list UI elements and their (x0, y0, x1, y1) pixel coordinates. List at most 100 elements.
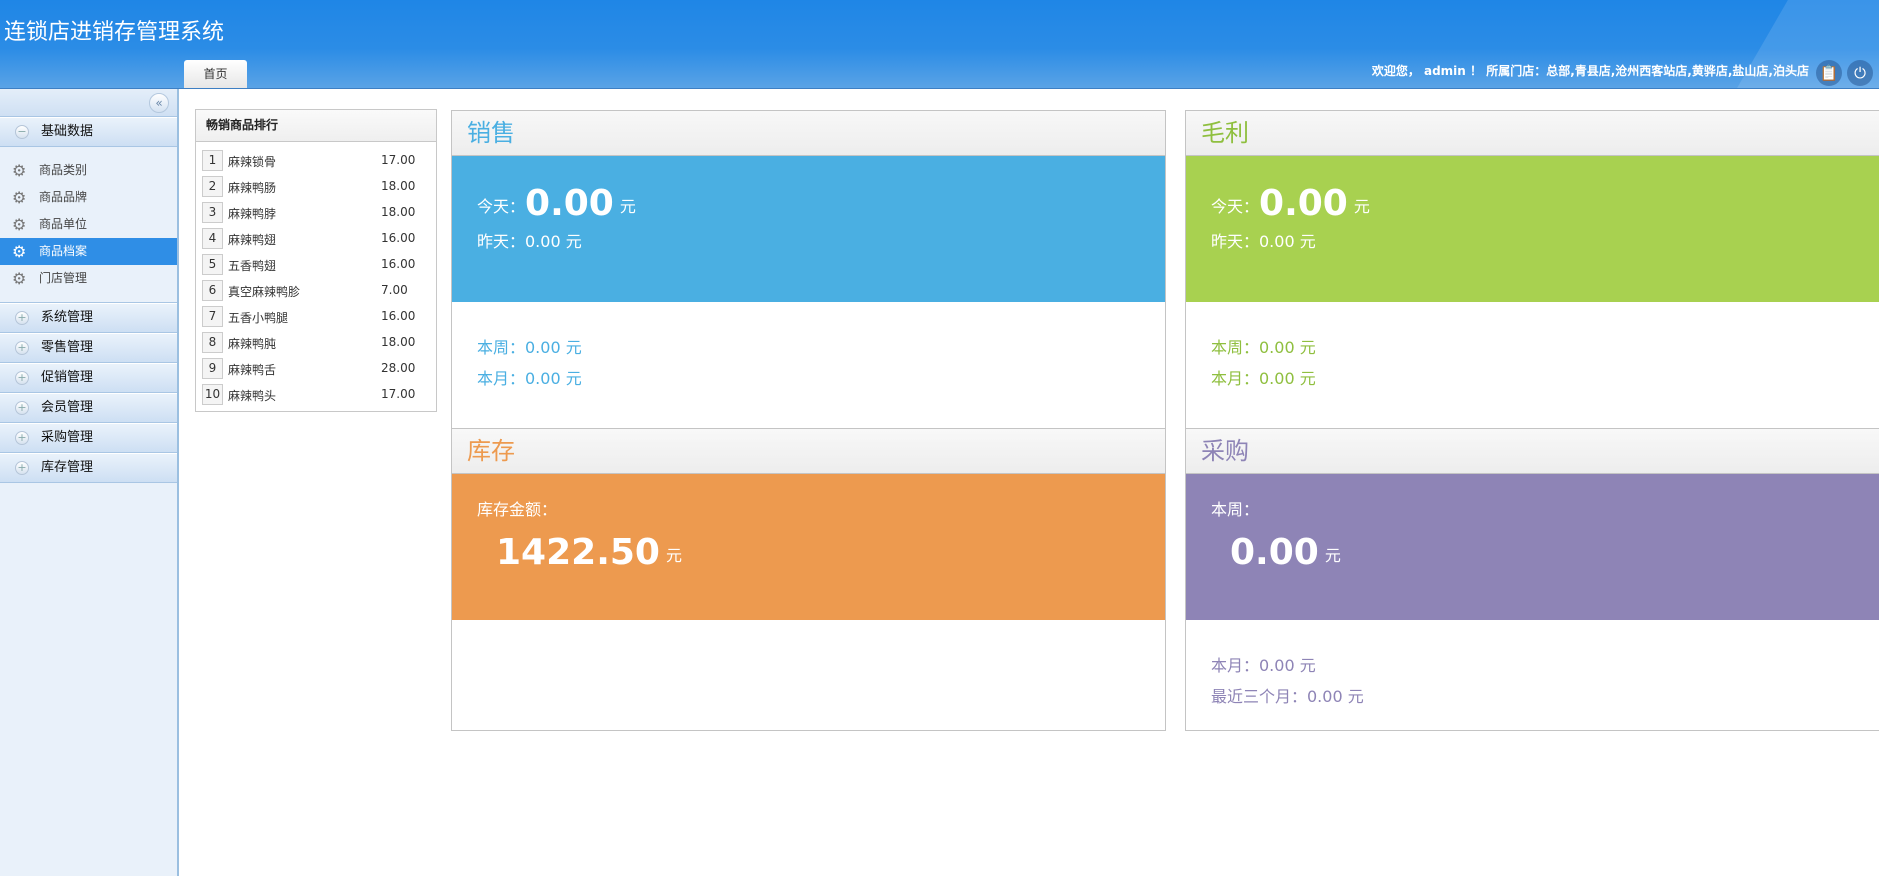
purchase-card: 采购 本周： 0.00 元 本月：0.00 元 最近三个月：0.00 元 (1185, 428, 1879, 731)
sales-yesterday: 昨天：0.00 元 (477, 232, 582, 251)
rank-number: 5 (202, 254, 223, 275)
sidebar-item-store[interactable]: ⚙ 门店管理 (0, 265, 177, 292)
sidebar-group-basic-data[interactable]: − 基础数据 (0, 117, 177, 147)
rank-number: 10 (202, 384, 223, 405)
minus-icon: − (15, 125, 29, 139)
sales-card: 销售 今天：0.00 元 昨天：0.00 元 本周：0.00 元 本月：0.00 … (451, 110, 1166, 463)
item-label: 门店管理 (39, 271, 88, 285)
product-price: 17.00 (381, 387, 416, 401)
product-price: 16.00 (381, 309, 416, 323)
rank-number: 6 (202, 280, 223, 301)
rank-number: 7 (202, 306, 223, 327)
ranking-row: 1 麻辣锁骨 17.00 (196, 148, 436, 174)
plus-icon: + (15, 371, 29, 385)
item-label: 商品档案 (39, 244, 88, 258)
profit-month: 本月：0.00 元 (1211, 369, 1316, 388)
product-name: 五香鸭翅 (228, 259, 277, 273)
gear-icon: ⚙ (12, 215, 27, 234)
gear-icon: ⚙ (12, 242, 27, 261)
product-price: 17.00 (381, 153, 416, 167)
purchase-week-value: 0.00 (1230, 532, 1319, 573)
collapse-sidebar-icon[interactable]: « (149, 93, 169, 113)
stock-card: 库存 库存金额： 1422.50 元 (451, 428, 1166, 731)
profit-today: 今天：0.00 元 (1211, 183, 1370, 224)
ranking-row: 5 五香鸭翅 16.00 (196, 252, 436, 278)
sidebar-group-system[interactable]: + 系统管理 (0, 303, 177, 333)
sidebar-group-purchase[interactable]: + 采购管理 (0, 423, 177, 453)
purchase-three-months: 最近三个月：0.00 元 (1211, 687, 1364, 706)
product-name: 麻辣鸭头 (228, 389, 277, 403)
profit-card: 毛利 今天：0.00 元 昨天：0.00 元 本周：0.00 元 本月：0.00 … (1185, 110, 1879, 463)
sales-today-value: 0.00 (525, 183, 614, 224)
stock-label: 库存金额： (477, 500, 558, 519)
ranking-row: 3 麻辣鸭脖 18.00 (196, 200, 436, 226)
welcome-text: 欢迎您， admin ！ 所属门店：总部,青县店,沧州西客站店,黄骅店,盐山店,… (1371, 64, 1809, 78)
sidebar-group-member[interactable]: + 会员管理 (0, 393, 177, 423)
ranking-row: 6 真空麻辣鸭胗 7.00 (196, 278, 436, 304)
product-price: 16.00 (381, 231, 416, 245)
bestseller-ranking-panel: 畅销商品排行 1 麻辣锁骨 17.00 2 麻辣鸭肠 18.00 3 麻辣鸭脖 18.00 4 麻辣… (195, 109, 437, 412)
sidebar-group-inventory[interactable]: + 库存管理 (0, 453, 177, 483)
plus-icon: + (15, 401, 29, 415)
sidebar-item-brand[interactable]: ⚙ 商品品牌 (0, 184, 177, 211)
rank-number: 9 (202, 358, 223, 379)
plus-icon: + (15, 431, 29, 445)
product-price: 16.00 (381, 257, 416, 271)
sidebar-item-category[interactable]: ⚙ 商品类别 (0, 157, 177, 184)
sales-week: 本周：0.00 元 (477, 338, 582, 357)
product-price: 7.00 (381, 283, 408, 297)
product-name: 五香小鸭腿 (228, 311, 289, 325)
ranking-row: 4 麻辣鸭翅 16.00 (196, 226, 436, 252)
clipboard-icon[interactable]: 📋 (1816, 60, 1842, 86)
item-label: 商品品牌 (39, 190, 88, 204)
ranking-title: 畅销商品排行 (196, 110, 436, 142)
product-name: 麻辣鸭肠 (228, 181, 277, 195)
ranking-row: 2 麻辣鸭肠 18.00 (196, 174, 436, 200)
ranking-row: 8 麻辣鸭肫 18.00 (196, 330, 436, 356)
group-label: 促销管理 (41, 370, 94, 385)
rank-number: 1 (202, 150, 223, 171)
sidebar-item-product-archive[interactable]: ⚙ 商品档案 (0, 238, 177, 265)
sales-summary: 今天：0.00 元 昨天：0.00 元 (452, 156, 1165, 302)
group-label: 零售管理 (41, 340, 94, 355)
app-title: 连锁店进销存管理系统 (4, 20, 225, 45)
profit-summary: 今天：0.00 元 昨天：0.00 元 (1186, 156, 1879, 302)
ranking-row: 7 五香小鸭腿 16.00 (196, 304, 436, 330)
profit-yesterday: 昨天：0.00 元 (1211, 232, 1316, 251)
item-label: 商品类别 (39, 163, 88, 177)
ranking-row: 9 麻辣鸭舌 28.00 (196, 356, 436, 382)
sales-today: 今天：0.00 元 (477, 183, 636, 224)
product-name: 麻辣鸭肫 (228, 337, 277, 351)
product-name: 麻辣锁骨 (228, 155, 277, 169)
product-name: 真空麻辣鸭胗 (228, 285, 301, 299)
power-icon[interactable]: ⏻ (1847, 60, 1873, 86)
sidebar-toolbar: « (0, 89, 177, 117)
plus-icon: + (15, 311, 29, 325)
top-header: 连锁店进销存管理系统 首页 欢迎您， admin ！ 所属门店：总部,青县店,沧… (0, 0, 1879, 89)
group-label: 会员管理 (41, 400, 94, 415)
gear-icon: ⚙ (12, 188, 27, 207)
rank-number: 3 (202, 202, 223, 223)
sales-title: 销售 (452, 111, 1165, 156)
group-label: 库存管理 (41, 460, 94, 475)
tab-home[interactable]: 首页 (184, 60, 247, 88)
purchase-week-label: 本周： (1211, 500, 1260, 519)
rank-number: 4 (202, 228, 223, 249)
stock-summary: 库存金额： 1422.50 元 (452, 474, 1165, 620)
product-price: 18.00 (381, 179, 416, 193)
product-name: 麻辣鸭舌 (228, 363, 277, 377)
profit-title: 毛利 (1186, 111, 1879, 156)
product-price: 18.00 (381, 205, 416, 219)
rank-number: 2 (202, 176, 223, 197)
group-label: 采购管理 (41, 430, 94, 445)
sidebar-group-promotion[interactable]: + 促销管理 (0, 363, 177, 393)
product-price: 18.00 (381, 335, 416, 349)
purchase-title: 采购 (1186, 429, 1879, 474)
plus-icon: + (15, 461, 29, 475)
sidebar-group-retail[interactable]: + 零售管理 (0, 333, 177, 363)
profit-today-value: 0.00 (1259, 183, 1348, 224)
product-name: 麻辣鸭脖 (228, 207, 277, 221)
group-label: 基础数据 (41, 124, 94, 139)
sidebar-item-unit[interactable]: ⚙ 商品单位 (0, 211, 177, 238)
sidebar-items: ⚙ 商品类别 ⚙ 商品品牌 ⚙ 商品单位 ⚙ 商品档案 ⚙ 门店管理 (0, 147, 177, 303)
